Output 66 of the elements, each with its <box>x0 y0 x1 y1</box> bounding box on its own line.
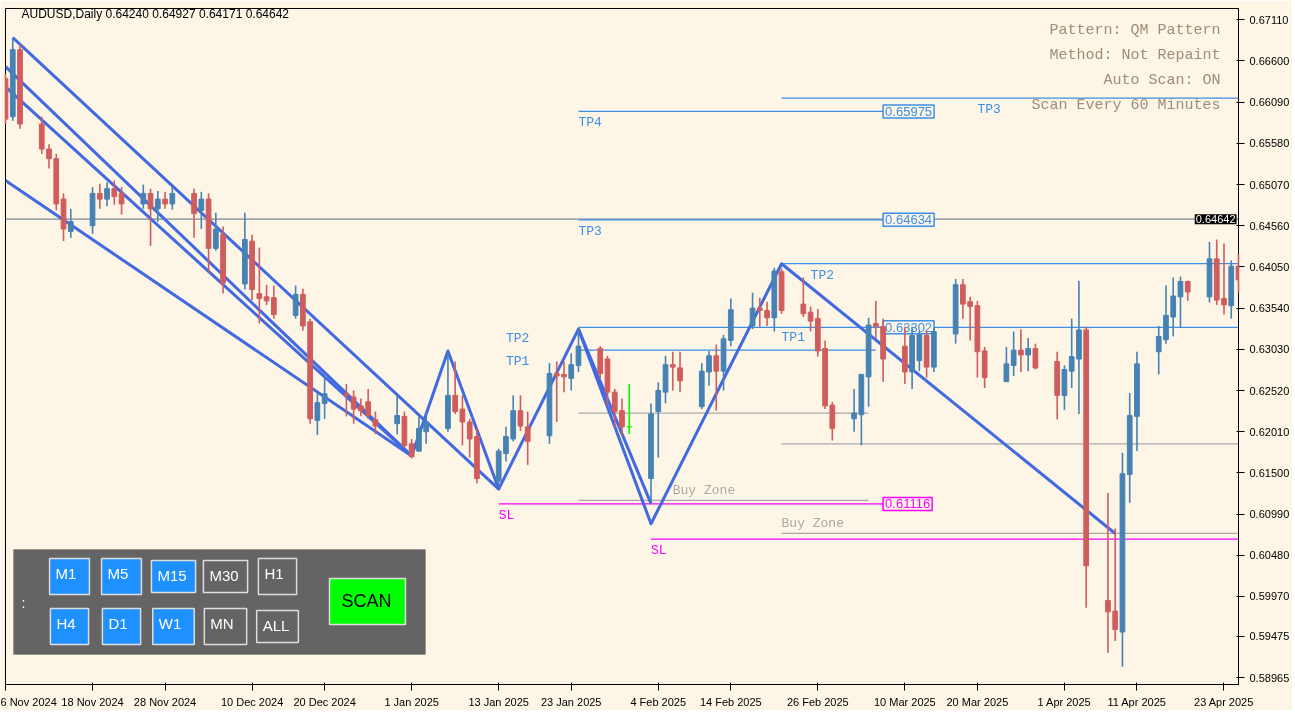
ref-line-label: TP3 <box>578 223 602 239</box>
ref-line-label: 0.61116 <box>885 496 931 512</box>
x-tick-label: 1 Jan 2025 <box>384 695 439 708</box>
x-tick-label: 28 Nov 2024 <box>133 695 197 708</box>
ref-line-label: 0.64634 <box>885 212 933 228</box>
annotation: M5 <box>107 564 129 582</box>
y-tick-label: 0.64560 <box>1249 219 1290 232</box>
ref-line-label: TP1 <box>505 354 530 370</box>
ref-line-label: SL <box>651 543 667 559</box>
y-tick-label: 0.63030 <box>1249 343 1290 356</box>
annotation: ALL <box>262 616 290 634</box>
y-tick-label: 0.66600 <box>1249 55 1290 67</box>
x-tick-label: 13 Jan 2025 <box>468 695 529 708</box>
x-tick-label: 14 Feb 2025 <box>699 695 762 708</box>
annotation: M15 <box>157 566 187 584</box>
annotation: : <box>21 594 26 611</box>
annotation: Auto Scan: ON <box>1103 72 1221 89</box>
annotation: H1 <box>264 564 284 582</box>
x-tick-label: 23 Jan 2025 <box>540 695 602 708</box>
x-tick-label: 20 Dec 2024 <box>293 695 356 708</box>
y-tick-label: 0.62520 <box>1249 384 1290 397</box>
annotation: M1 <box>55 564 77 582</box>
annotation: Method: Not Repaint <box>1049 47 1221 64</box>
x-tick-label: 23 Apr 2025 <box>1194 695 1254 708</box>
ref-line-label: 0.63302 <box>885 319 933 335</box>
y-tick-label: 0.63540 <box>1249 302 1290 315</box>
ref-line-label: TP4 <box>578 115 603 131</box>
x-tick-label: 4 Feb 2025 <box>630 695 687 708</box>
x-tick-label: 18 Nov 2024 <box>61 695 124 708</box>
x-tick-label: 11 Apr 2025 <box>1107 695 1166 708</box>
ref-line-label: SL <box>498 507 515 523</box>
x-tick-label: 1 Apr 2025 <box>1037 695 1091 708</box>
x-tick-label: 10 Mar 2025 <box>873 695 936 708</box>
y-tick-label: 0.64050 <box>1249 260 1290 273</box>
x-tick-label: 26 Feb 2025 <box>786 695 849 708</box>
x-tick-label: 6 Nov 2024 <box>0 695 57 708</box>
annotation: SCAN <box>341 590 392 611</box>
y-tick-label: 0.58965 <box>1249 671 1290 684</box>
ref-line-label: TP3 <box>977 102 1001 118</box>
y-tick-label: 0.67110 <box>1249 13 1289 26</box>
annotation: W1 <box>158 614 182 632</box>
y-tick-label: 0.60480 <box>1249 549 1290 562</box>
annotation: M30 <box>209 566 239 584</box>
y-tick-label: 0.65070 <box>1249 178 1290 191</box>
y-tick-label: 0.61500 <box>1249 466 1290 479</box>
ref-line-label: 0.65975 <box>885 103 933 119</box>
x-tick-label: 10 Dec 2024 <box>220 695 284 708</box>
ref-line-label: TP2 <box>505 331 530 347</box>
ref-line-label: 0.64642 <box>1195 213 1236 226</box>
y-tick-label: 0.62010 <box>1249 425 1290 438</box>
ref-line-label: Buy Zone <box>781 516 844 532</box>
annotation: TP1 <box>781 330 806 346</box>
annotation: MN <box>210 614 234 632</box>
annotation: D1 <box>108 614 128 632</box>
y-tick-label: 0.66090 <box>1249 96 1290 109</box>
annotation: Pattern: QM Pattern <box>1049 22 1221 39</box>
y-tick-label: 0.60990 <box>1249 508 1290 521</box>
ref-line-label: Buy Zone <box>672 483 736 499</box>
y-tick-label: 0.65580 <box>1249 137 1290 150</box>
ref-line-label: TP2 <box>810 267 834 283</box>
x-tick-label: 20 Mar 2025 <box>946 695 1009 708</box>
annotation: Scan Every 60 Minutes <box>1031 97 1221 114</box>
annotation: H4 <box>56 614 76 632</box>
chart-title: AUDUSD,Daily 0.64240 0.64927 0.64171 0.64642 <box>21 6 290 21</box>
y-tick-label: 0.59970 <box>1249 590 1290 603</box>
y-tick-label: 0.59475 <box>1249 630 1290 643</box>
